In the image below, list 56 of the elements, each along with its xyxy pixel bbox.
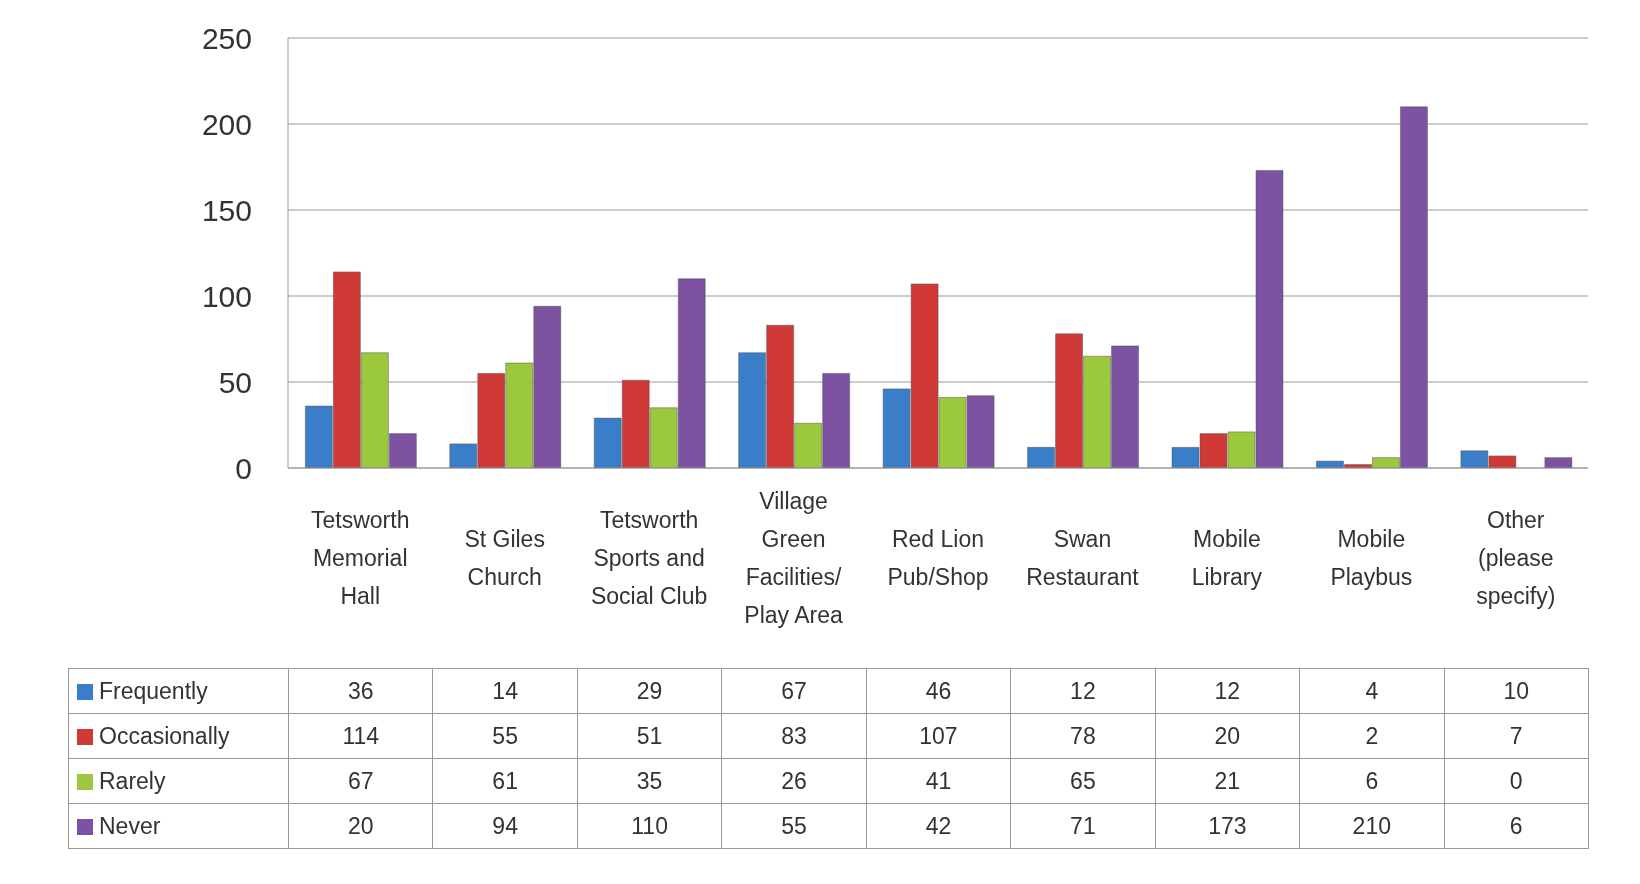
data-label: 36 <box>288 668 433 714</box>
data-label: 14 <box>432 668 578 714</box>
x-tick-label: Other (please specify) <box>1476 507 1556 609</box>
data-label: 12 <box>1155 668 1300 714</box>
data-label: 67 <box>721 668 867 714</box>
data-label: 10 <box>1444 668 1589 714</box>
y-tick-label: 150 <box>201 193 252 227</box>
data-label: 26 <box>721 758 867 804</box>
data-label: 41 <box>866 758 1011 804</box>
x-tick-label: Village Green Facilities/Play Area <box>744 488 843 628</box>
x-tick-label: Mobile Library <box>1191 526 1263 590</box>
x-tick-label: Red Lion Pub/Shop <box>887 526 989 590</box>
x-tick-label: Mobile Playbus <box>1330 526 1413 590</box>
data-label: 35 <box>577 758 722 804</box>
data-label: 51 <box>577 713 722 759</box>
data-label: 61 <box>432 758 578 804</box>
y-tick-label: 200 <box>201 107 252 141</box>
x-tick-label: Tetsworth Sports and Social Club <box>590 507 708 609</box>
data-label: 2 <box>1299 713 1444 759</box>
data-label: 46 <box>866 668 1011 714</box>
y-tick-label: 100 <box>201 279 252 313</box>
data-label: 114 <box>288 713 433 759</box>
data-label: 55 <box>432 713 578 759</box>
data-label: 107 <box>866 713 1011 759</box>
data-label: 83 <box>721 713 867 759</box>
data-label: 55 <box>721 803 867 849</box>
x-tick-label: St Giles Church <box>464 526 545 590</box>
legend-label: Never <box>99 812 161 839</box>
data-label: 7 <box>1444 713 1589 759</box>
data-label: 29 <box>577 668 722 714</box>
data-label: 65 <box>1010 758 1156 804</box>
data-label: 42 <box>866 803 1011 849</box>
data-label: 67 <box>288 758 433 804</box>
data-label: 6 <box>1299 758 1444 804</box>
x-tick-label: Tetsworth Memorial Hall <box>311 507 410 609</box>
x-tick-label: Swan Restaurant <box>1026 526 1140 590</box>
data-label: 4 <box>1299 668 1444 714</box>
data-label: 6 <box>1444 803 1589 849</box>
data-label: 12 <box>1010 668 1156 714</box>
data-label: 78 <box>1010 713 1156 759</box>
legend-label: Occasionally <box>99 722 230 749</box>
legend-label: Frequently <box>99 677 208 704</box>
bar <box>1544 457 1573 468</box>
data-label: 110 <box>577 803 722 849</box>
y-tick-label: 50 <box>218 365 252 399</box>
data-label: 71 <box>1010 803 1156 849</box>
data-label: 20 <box>1155 713 1300 759</box>
data-label: 173 <box>1155 803 1300 849</box>
data-label: 20 <box>288 803 433 849</box>
y-tick-label: 250 <box>201 21 252 55</box>
data-label: 210 <box>1299 803 1444 849</box>
data-label: 0 <box>1444 758 1589 804</box>
legend-label: Rarely <box>99 767 166 794</box>
data-label: 21 <box>1155 758 1300 804</box>
data-label: 94 <box>432 803 578 849</box>
y-tick-label: 0 <box>235 451 252 485</box>
